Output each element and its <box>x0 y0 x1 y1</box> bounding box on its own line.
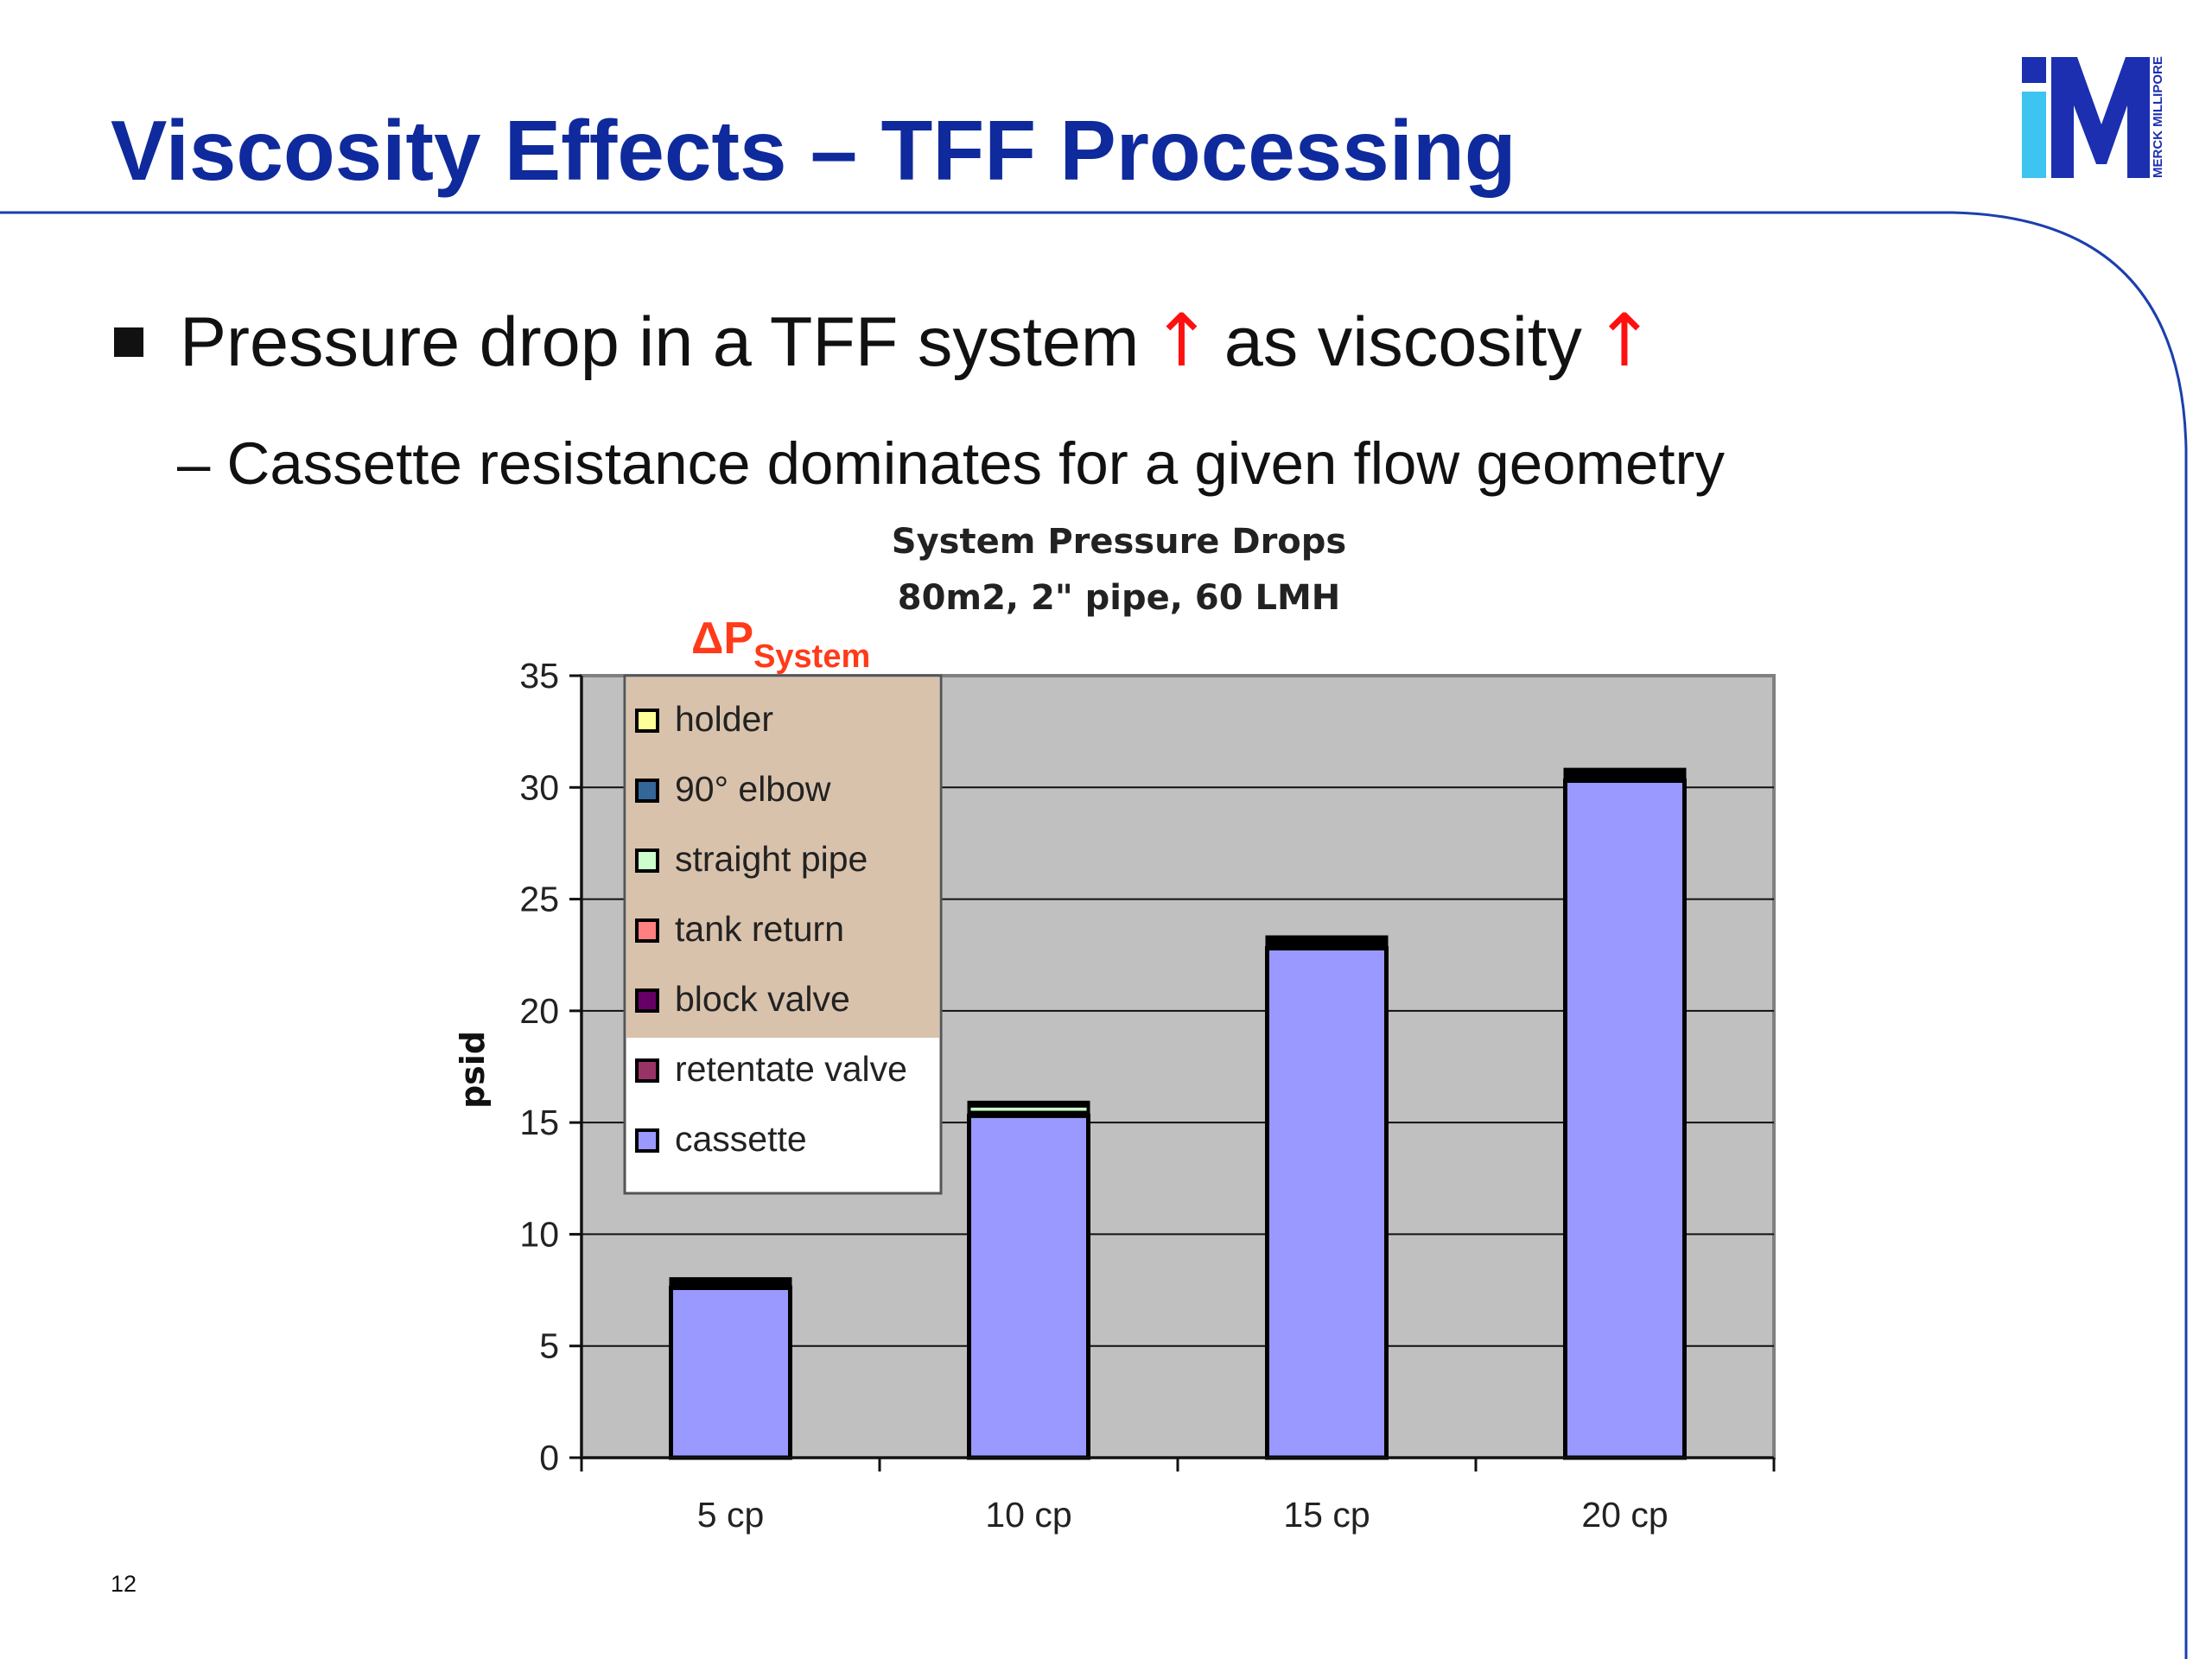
bullet-text-part-2: as viscosity <box>1224 303 1582 381</box>
sub-bullet-point: – Cassette resistance dominates for a gi… <box>177 430 1726 497</box>
legend-label: block valve <box>675 979 850 1019</box>
legend-label: holder <box>675 699 773 739</box>
legend-swatch <box>635 1058 659 1083</box>
bullet-square-icon <box>114 327 143 357</box>
bar-segment-cassette <box>967 1113 1090 1460</box>
slide-title: Viscosity Effects – TFF Processing <box>111 103 1516 198</box>
legend-swatch <box>635 918 659 943</box>
bar-segment-holder <box>669 1277 792 1283</box>
bullet-text-part-1: Pressure drop in a TFF system <box>180 303 1140 381</box>
page-number: 12 <box>111 1571 137 1597</box>
legend-label: straight pipe <box>675 839 868 879</box>
x-tick-label: 5 cp <box>697 1495 765 1535</box>
bar-segment-holder <box>967 1100 1090 1107</box>
legend-swatch <box>635 988 659 1013</box>
y-tick-label: 35 <box>519 656 559 696</box>
legend-label: tank return <box>675 909 844 949</box>
axes: 5 cp 10 cp 15 cp 20 cp 0 5 10 15 20 25 30 35 <box>519 656 1776 1535</box>
bar-segment-holder <box>1563 767 1687 775</box>
logo-text: MERCK MILLIPORE <box>2151 56 2165 178</box>
y-tick-label: 20 <box>519 991 559 1031</box>
y-tick-label: 30 <box>519 767 559 807</box>
legend-swatch <box>635 779 659 803</box>
chart-subtitle: 80m2, 2" pipe, 60 LMH <box>898 578 1340 618</box>
up-arrow-icon: ↑ <box>1151 298 1212 383</box>
legend-swatch <box>635 709 659 733</box>
y-tick-label: 0 <box>539 1438 559 1478</box>
y-tick-label: 10 <box>519 1214 559 1254</box>
legend: holder 90° elbow straight pipe tank return b… <box>623 613 943 1195</box>
legend-swatch <box>635 1128 659 1153</box>
x-tick-label: 20 cp <box>1581 1495 1668 1535</box>
y-tick-label: 25 <box>519 880 559 919</box>
bullet-point: Pressure drop in a TFF system ↑ as viscosi… <box>114 298 1667 383</box>
legend-label: 90° elbow <box>675 769 831 809</box>
x-tick-label: 15 cp <box>1283 1495 1370 1535</box>
delta-p-system-label: ΔPSystem <box>691 613 870 675</box>
bar-segment-cassette <box>669 1285 792 1460</box>
y-tick-label: 5 <box>539 1326 559 1366</box>
legend-label: retentate valve <box>675 1049 907 1089</box>
y-axis-label: psid <box>454 1031 492 1109</box>
legend-swatch <box>635 849 659 873</box>
bar-segment-cassette <box>1265 945 1389 1460</box>
chart-title: System Pressure Drops <box>892 522 1346 562</box>
bar-segment-cassette <box>1563 779 1687 1460</box>
up-arrow-icon: ↑ <box>1593 298 1656 383</box>
system-group-highlight <box>626 677 939 1038</box>
x-tick-label: 10 cp <box>985 1495 1071 1535</box>
merck-millipore-logo: MERCK MILLIPORE <box>2013 50 2169 188</box>
legend-label: cassette <box>675 1119 807 1159</box>
bar-segment-holder <box>1265 935 1389 943</box>
y-tick-label: 15 <box>519 1103 559 1142</box>
